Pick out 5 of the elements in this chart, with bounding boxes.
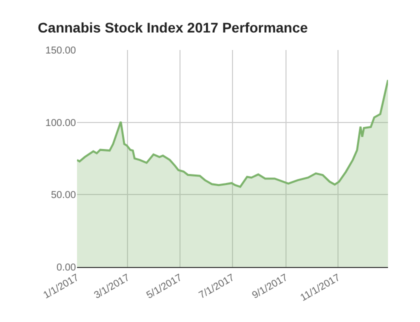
chart-title: Cannabis Stock Index 2017 Performance xyxy=(38,19,308,36)
y-tick-label: 100.00 xyxy=(45,118,76,129)
y-tick-label: 50.00 xyxy=(50,190,76,202)
y-tick-label: 150.00 xyxy=(45,46,76,56)
y-tick-label: 0.00 xyxy=(56,262,76,274)
